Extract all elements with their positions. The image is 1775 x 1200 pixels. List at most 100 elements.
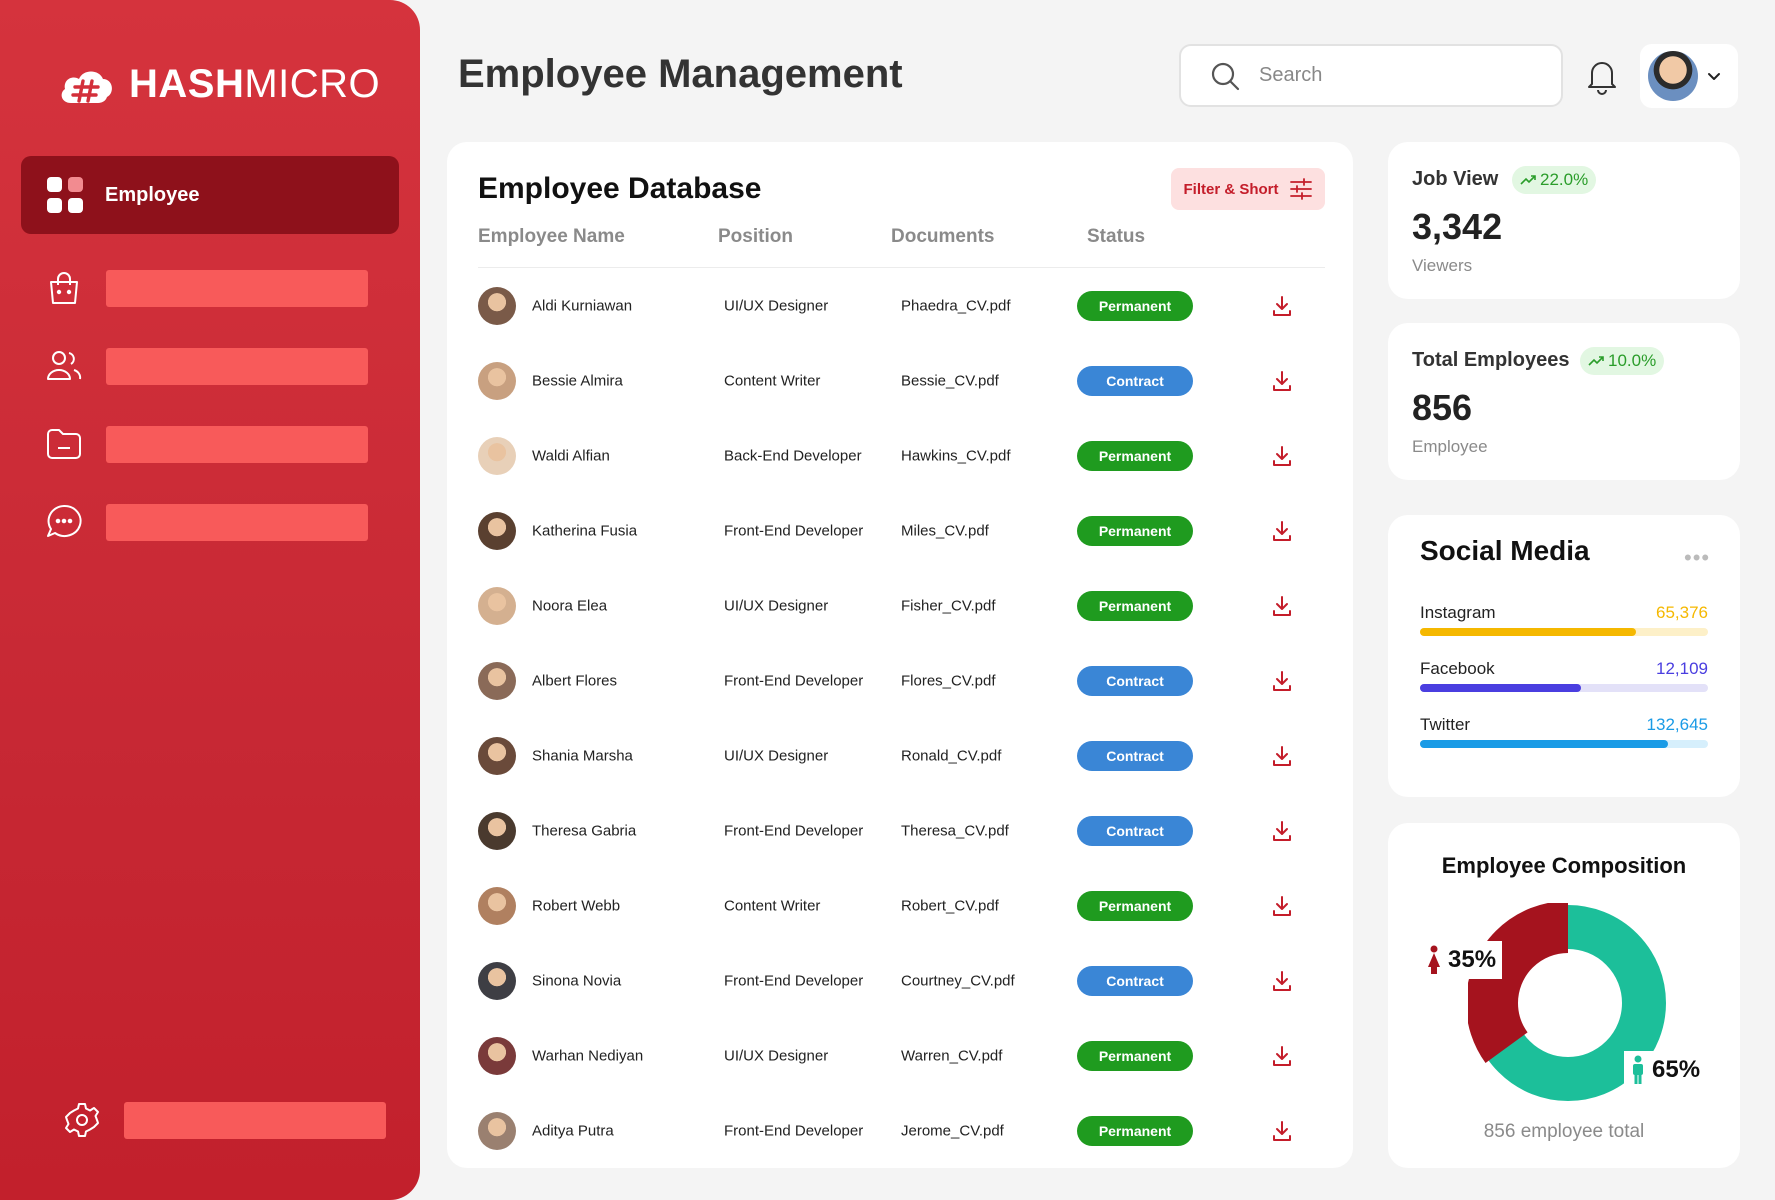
employee-position: UI/UX Designer <box>724 1047 829 1064</box>
employee-name: Warhan Nediyan <box>532 1047 644 1064</box>
male-icon <box>1633 1055 1643 1084</box>
table-row[interactable]: Sinona Novia Front-End Developer Courtney_… <box>478 943 1325 1018</box>
female-icon <box>1428 945 1440 974</box>
employee-position: Front-End Developer <box>724 822 864 839</box>
filter-sort-button[interactable]: Filter & Short <box>1171 168 1325 210</box>
sidebar-item-folder[interactable] <box>44 424 368 464</box>
employee-position: Front-End Developer <box>724 1122 864 1139</box>
status-badge: Permanent <box>1077 1040 1193 1071</box>
column-header[interactable]: Employee Name <box>478 226 625 247</box>
employee-database-card: Employee Database Filter & Short Employe… <box>447 142 1353 1168</box>
employee-document[interactable]: Phaedra_CV.pdf <box>901 297 1011 314</box>
search-box[interactable] <box>1179 44 1563 107</box>
download-icon[interactable] <box>1270 294 1294 318</box>
users-icon <box>47 351 82 380</box>
employee-document[interactable]: Robert_CV.pdf <box>901 897 999 914</box>
sidebar-item-placeholder <box>106 503 368 541</box>
employee-avatar <box>478 1111 516 1150</box>
employee-name: Sinona Novia <box>532 972 622 989</box>
brand-logo[interactable]: HASHMICRO <box>57 62 380 107</box>
employee-name: Bessie Almira <box>532 372 623 389</box>
employee-document[interactable]: Flores_CV.pdf <box>901 672 996 689</box>
search-input[interactable] <box>1259 64 1509 87</box>
job-view-card: Job View 22.0% 3,342 Viewers <box>1388 142 1740 299</box>
card-title: Employee Database <box>478 172 762 205</box>
employee-document[interactable]: Courtney_CV.pdf <box>901 972 1015 989</box>
employee-name: Noora Elea <box>532 597 608 614</box>
employee-document[interactable]: Ronald_CV.pdf <box>901 747 1002 764</box>
download-icon[interactable] <box>1270 894 1294 918</box>
employee-document[interactable]: Theresa_CV.pdf <box>901 822 1009 839</box>
employee-document[interactable]: Hawkins_CV.pdf <box>901 447 1011 464</box>
download-icon[interactable] <box>1270 519 1294 543</box>
sidebar-item-employee[interactable]: Employee <box>21 156 399 234</box>
column-header[interactable]: Status <box>1087 226 1146 247</box>
brand-name-bold: HASH <box>129 62 245 106</box>
social-count: 12,109 <box>1656 659 1708 678</box>
male-percentage: 65% <box>1624 1051 1707 1089</box>
download-icon[interactable] <box>1270 369 1294 393</box>
more-options-icon[interactable]: ••• <box>1684 545 1711 570</box>
sidebar-item-placeholder <box>124 1101 386 1139</box>
table-row[interactable]: Robert Webb Content Writer Robert_CV.pdf Pe… <box>478 868 1325 943</box>
composition-title: Employee Composition <box>1441 853 1687 878</box>
column-header[interactable]: Position <box>718 226 793 247</box>
progress-track <box>1420 684 1708 692</box>
download-icon[interactable] <box>1270 744 1294 768</box>
sidebar-item-label: Employee <box>105 183 200 206</box>
employee-document[interactable]: Fisher_CV.pdf <box>901 597 996 614</box>
employee-position: Front-End Developer <box>724 522 864 539</box>
download-icon[interactable] <box>1270 1119 1294 1143</box>
sidebar-item-users[interactable] <box>44 346 368 386</box>
column-header[interactable]: Documents <box>891 226 995 247</box>
employee-position: Back-End Developer <box>724 447 862 464</box>
job-view-change: 22.0% <box>1540 170 1589 189</box>
status-badge: Permanent <box>1077 515 1193 546</box>
total-employees-unit: Employee <box>1412 437 1488 456</box>
table-row[interactable]: Albert Flores Front-End Developer Flores_C… <box>478 643 1325 718</box>
table-row[interactable]: Noora Elea UI/UX Designer Fisher_CV.pdf Per… <box>478 568 1325 643</box>
download-icon[interactable] <box>1270 444 1294 468</box>
table-row[interactable]: Waldi Alfian Back-End Developer Hawkins_CV… <box>478 418 1325 493</box>
sidebar-item-settings[interactable] <box>62 1100 386 1140</box>
sidebar-item-chat[interactable] <box>44 502 368 542</box>
social-media-title: Social Media <box>1420 535 1590 566</box>
employee-avatar <box>478 661 516 700</box>
avatar <box>1648 51 1698 101</box>
social-media-card: Social Media ••• Instagram 65,376 Facebook… <box>1388 515 1740 797</box>
table-row[interactable]: Shania Marsha UI/UX Designer Ronald_CV.pdf… <box>478 718 1325 793</box>
employee-document[interactable]: Warren_CV.pdf <box>901 1047 1003 1064</box>
status-badge: Permanent <box>1077 590 1193 621</box>
table-row[interactable]: Aldi Kurniawan UI/UX Designer Phaedra_CV.p… <box>478 268 1325 343</box>
employee-document[interactable]: Miles_CV.pdf <box>901 522 989 539</box>
download-icon[interactable] <box>1270 594 1294 618</box>
bell-icon[interactable] <box>1584 56 1620 96</box>
search-icon <box>1211 62 1240 90</box>
employee-document[interactable]: Bessie_CV.pdf <box>901 372 999 389</box>
trend-up-icon <box>1588 356 1604 366</box>
filter-sort-label: Filter & Short <box>1183 180 1279 198</box>
male-pct-value: 65% <box>1652 1056 1701 1083</box>
female-pct-value: 35% <box>1448 946 1497 973</box>
employee-position: UI/UX Designer <box>724 597 829 614</box>
total-employees-label: Total Employees <box>1412 349 1570 371</box>
job-view-change-badge: 22.0% <box>1512 166 1597 194</box>
download-icon[interactable] <box>1270 669 1294 693</box>
employee-position: Front-End Developer <box>724 672 864 689</box>
download-icon[interactable] <box>1270 1044 1294 1068</box>
table-row[interactable]: Bessie Almira Content Writer Bessie_CV.pdf… <box>478 343 1325 418</box>
user-menu[interactable] <box>1640 44 1738 108</box>
social-name: Facebook <box>1420 659 1495 678</box>
table-row[interactable]: Warhan Nediyan UI/UX Designer Warren_CV.pd… <box>478 1018 1325 1093</box>
sidebar-item-shop[interactable] <box>44 268 368 308</box>
table-row[interactable]: Katherina Fusia Front-End Developer Miles_… <box>478 493 1325 568</box>
employee-name: Katherina Fusia <box>532 522 638 539</box>
employee-name: Albert Flores <box>532 672 618 689</box>
download-icon[interactable] <box>1270 969 1294 993</box>
sidebar: HASHMICRO Employee <box>0 0 420 1200</box>
status-badge: Permanent <box>1077 1115 1193 1146</box>
table-row[interactable]: Theresa Gabria Front-End Developer Theresa… <box>478 793 1325 868</box>
table-row[interactable]: Aditya Putra Front-End Developer Jerome_CV… <box>478 1093 1325 1168</box>
download-icon[interactable] <box>1270 819 1294 843</box>
employee-document[interactable]: Jerome_CV.pdf <box>901 1122 1004 1139</box>
